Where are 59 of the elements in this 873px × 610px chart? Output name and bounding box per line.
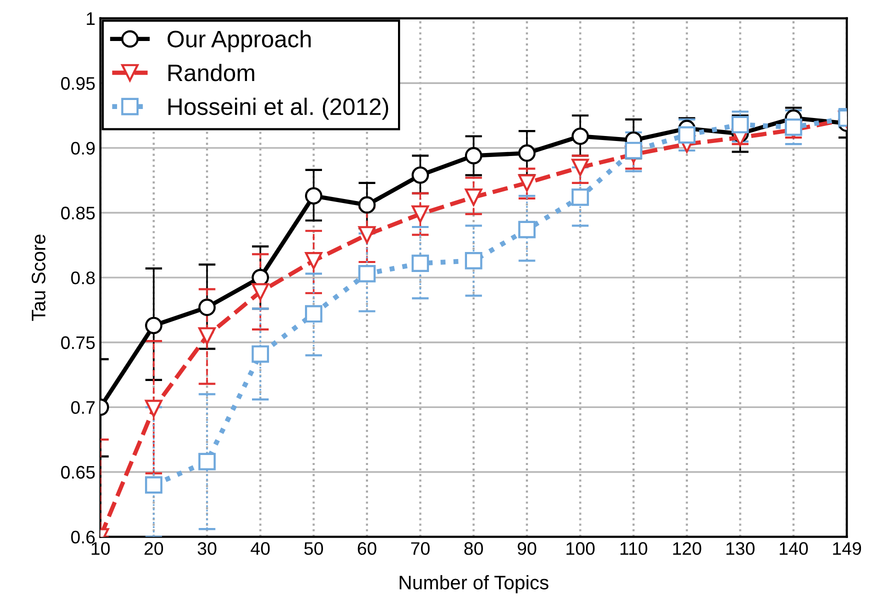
point [412, 205, 429, 223]
y-tick-label: 0.6 [71, 530, 95, 544]
y-axis-title: Tau Score [32, 234, 46, 321]
point [572, 128, 589, 145]
point [252, 345, 270, 363]
point [198, 452, 216, 470]
point [518, 144, 536, 162]
point [358, 196, 376, 214]
x-tick-label: 50 [304, 542, 323, 555]
point [464, 188, 482, 206]
point [145, 476, 162, 494]
point [518, 174, 536, 192]
x-tick-label: 140 [780, 542, 808, 555]
x-tick-label: 90 [518, 542, 536, 555]
point [145, 316, 162, 334]
point [518, 220, 536, 238]
y-tick-label: 0.8 [71, 271, 95, 284]
point [252, 283, 270, 300]
point [784, 118, 802, 136]
x-tick-label: 30 [198, 542, 216, 555]
point [624, 142, 642, 160]
x-tick-label: 10 [92, 542, 110, 555]
point [572, 188, 589, 206]
point [358, 226, 376, 244]
point [358, 264, 376, 282]
point [304, 305, 322, 323]
legend-label: Random [168, 64, 254, 82]
y-tick-label: 1 [86, 12, 95, 25]
point [412, 254, 429, 272]
point [678, 126, 696, 144]
point [412, 166, 429, 184]
x-tick-label: 20 [144, 542, 164, 555]
y-tick-label: 0.95 [61, 77, 95, 90]
y-tick-label: 0.65 [61, 466, 95, 479]
point [731, 116, 749, 134]
x-tick-label: 60 [358, 542, 376, 555]
point [464, 147, 482, 164]
x-tick-label: 70 [411, 542, 430, 555]
x-tick-label: 120 [673, 542, 702, 555]
point [198, 327, 216, 345]
x-tick-label: 100 [566, 542, 595, 555]
point [304, 187, 322, 205]
y-tick-label: 0.85 [61, 206, 95, 220]
point [145, 400, 162, 418]
point [572, 158, 589, 176]
y-tick-label: 0.75 [61, 336, 95, 350]
x-axis-title: Number of Topics [400, 575, 548, 594]
x-tick-label: 149 [833, 542, 862, 555]
y-tick-label: 0.9 [71, 142, 95, 155]
point [464, 252, 482, 270]
legend-label: Hosseini et al. (2012) [168, 98, 388, 120]
x-tick-label: 110 [620, 542, 648, 555]
point [304, 252, 322, 270]
legend-label: Our Approach [168, 30, 311, 52]
x-tick-label: 40 [250, 542, 270, 555]
point [198, 298, 216, 316]
x-tick-label: 80 [464, 542, 483, 555]
y-tick-label: 0.7 [71, 401, 95, 414]
x-tick-label: 130 [726, 542, 755, 555]
